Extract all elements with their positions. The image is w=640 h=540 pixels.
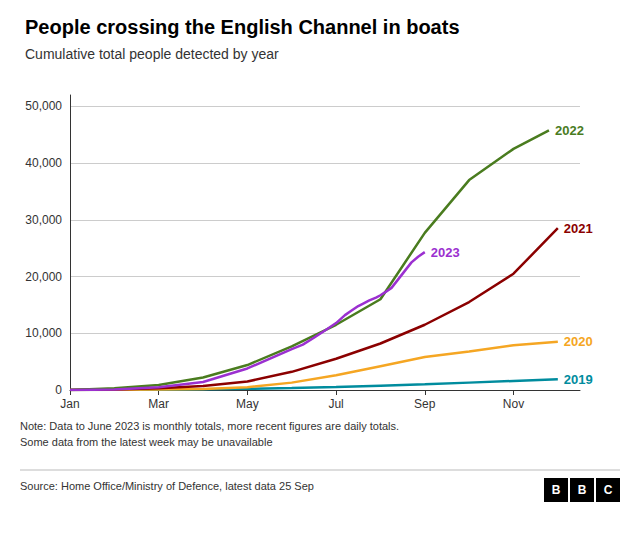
svg-text:30,000: 30,000 <box>25 213 62 227</box>
svg-text:20,000: 20,000 <box>25 270 62 284</box>
svg-text:B: B <box>552 483 561 497</box>
svg-text:0: 0 <box>55 383 62 397</box>
svg-text:2023: 2023 <box>431 245 460 260</box>
svg-text:50,000: 50,000 <box>25 99 62 113</box>
svg-text:2020: 2020 <box>564 334 593 349</box>
svg-text:40,000: 40,000 <box>25 156 62 170</box>
svg-text:Note: Data to June 2023 is mon: Note: Data to June 2023 is monthly total… <box>20 420 399 432</box>
svg-text:2019: 2019 <box>564 372 593 387</box>
svg-text:Jul: Jul <box>328 397 343 411</box>
svg-text:Sep: Sep <box>414 397 436 411</box>
svg-text:Jan: Jan <box>60 397 79 411</box>
svg-text:Nov: Nov <box>503 397 524 411</box>
svg-text:10,000: 10,000 <box>25 326 62 340</box>
svg-text:May: May <box>236 397 259 411</box>
svg-text:Cumulative total people detect: Cumulative total people detected by year <box>25 46 279 62</box>
svg-text:2022: 2022 <box>555 123 584 138</box>
svg-text:2021: 2021 <box>564 221 593 236</box>
svg-text:People crossing the English Ch: People crossing the English Channel in b… <box>25 16 460 38</box>
svg-text:C: C <box>604 483 613 497</box>
svg-text:Source: Home Office/Ministry o: Source: Home Office/Ministry of Defence,… <box>20 480 314 492</box>
svg-text:B: B <box>578 483 587 497</box>
svg-text:Some data from the latest week: Some data from the latest week may be un… <box>20 436 273 448</box>
svg-text:Mar: Mar <box>148 397 169 411</box>
